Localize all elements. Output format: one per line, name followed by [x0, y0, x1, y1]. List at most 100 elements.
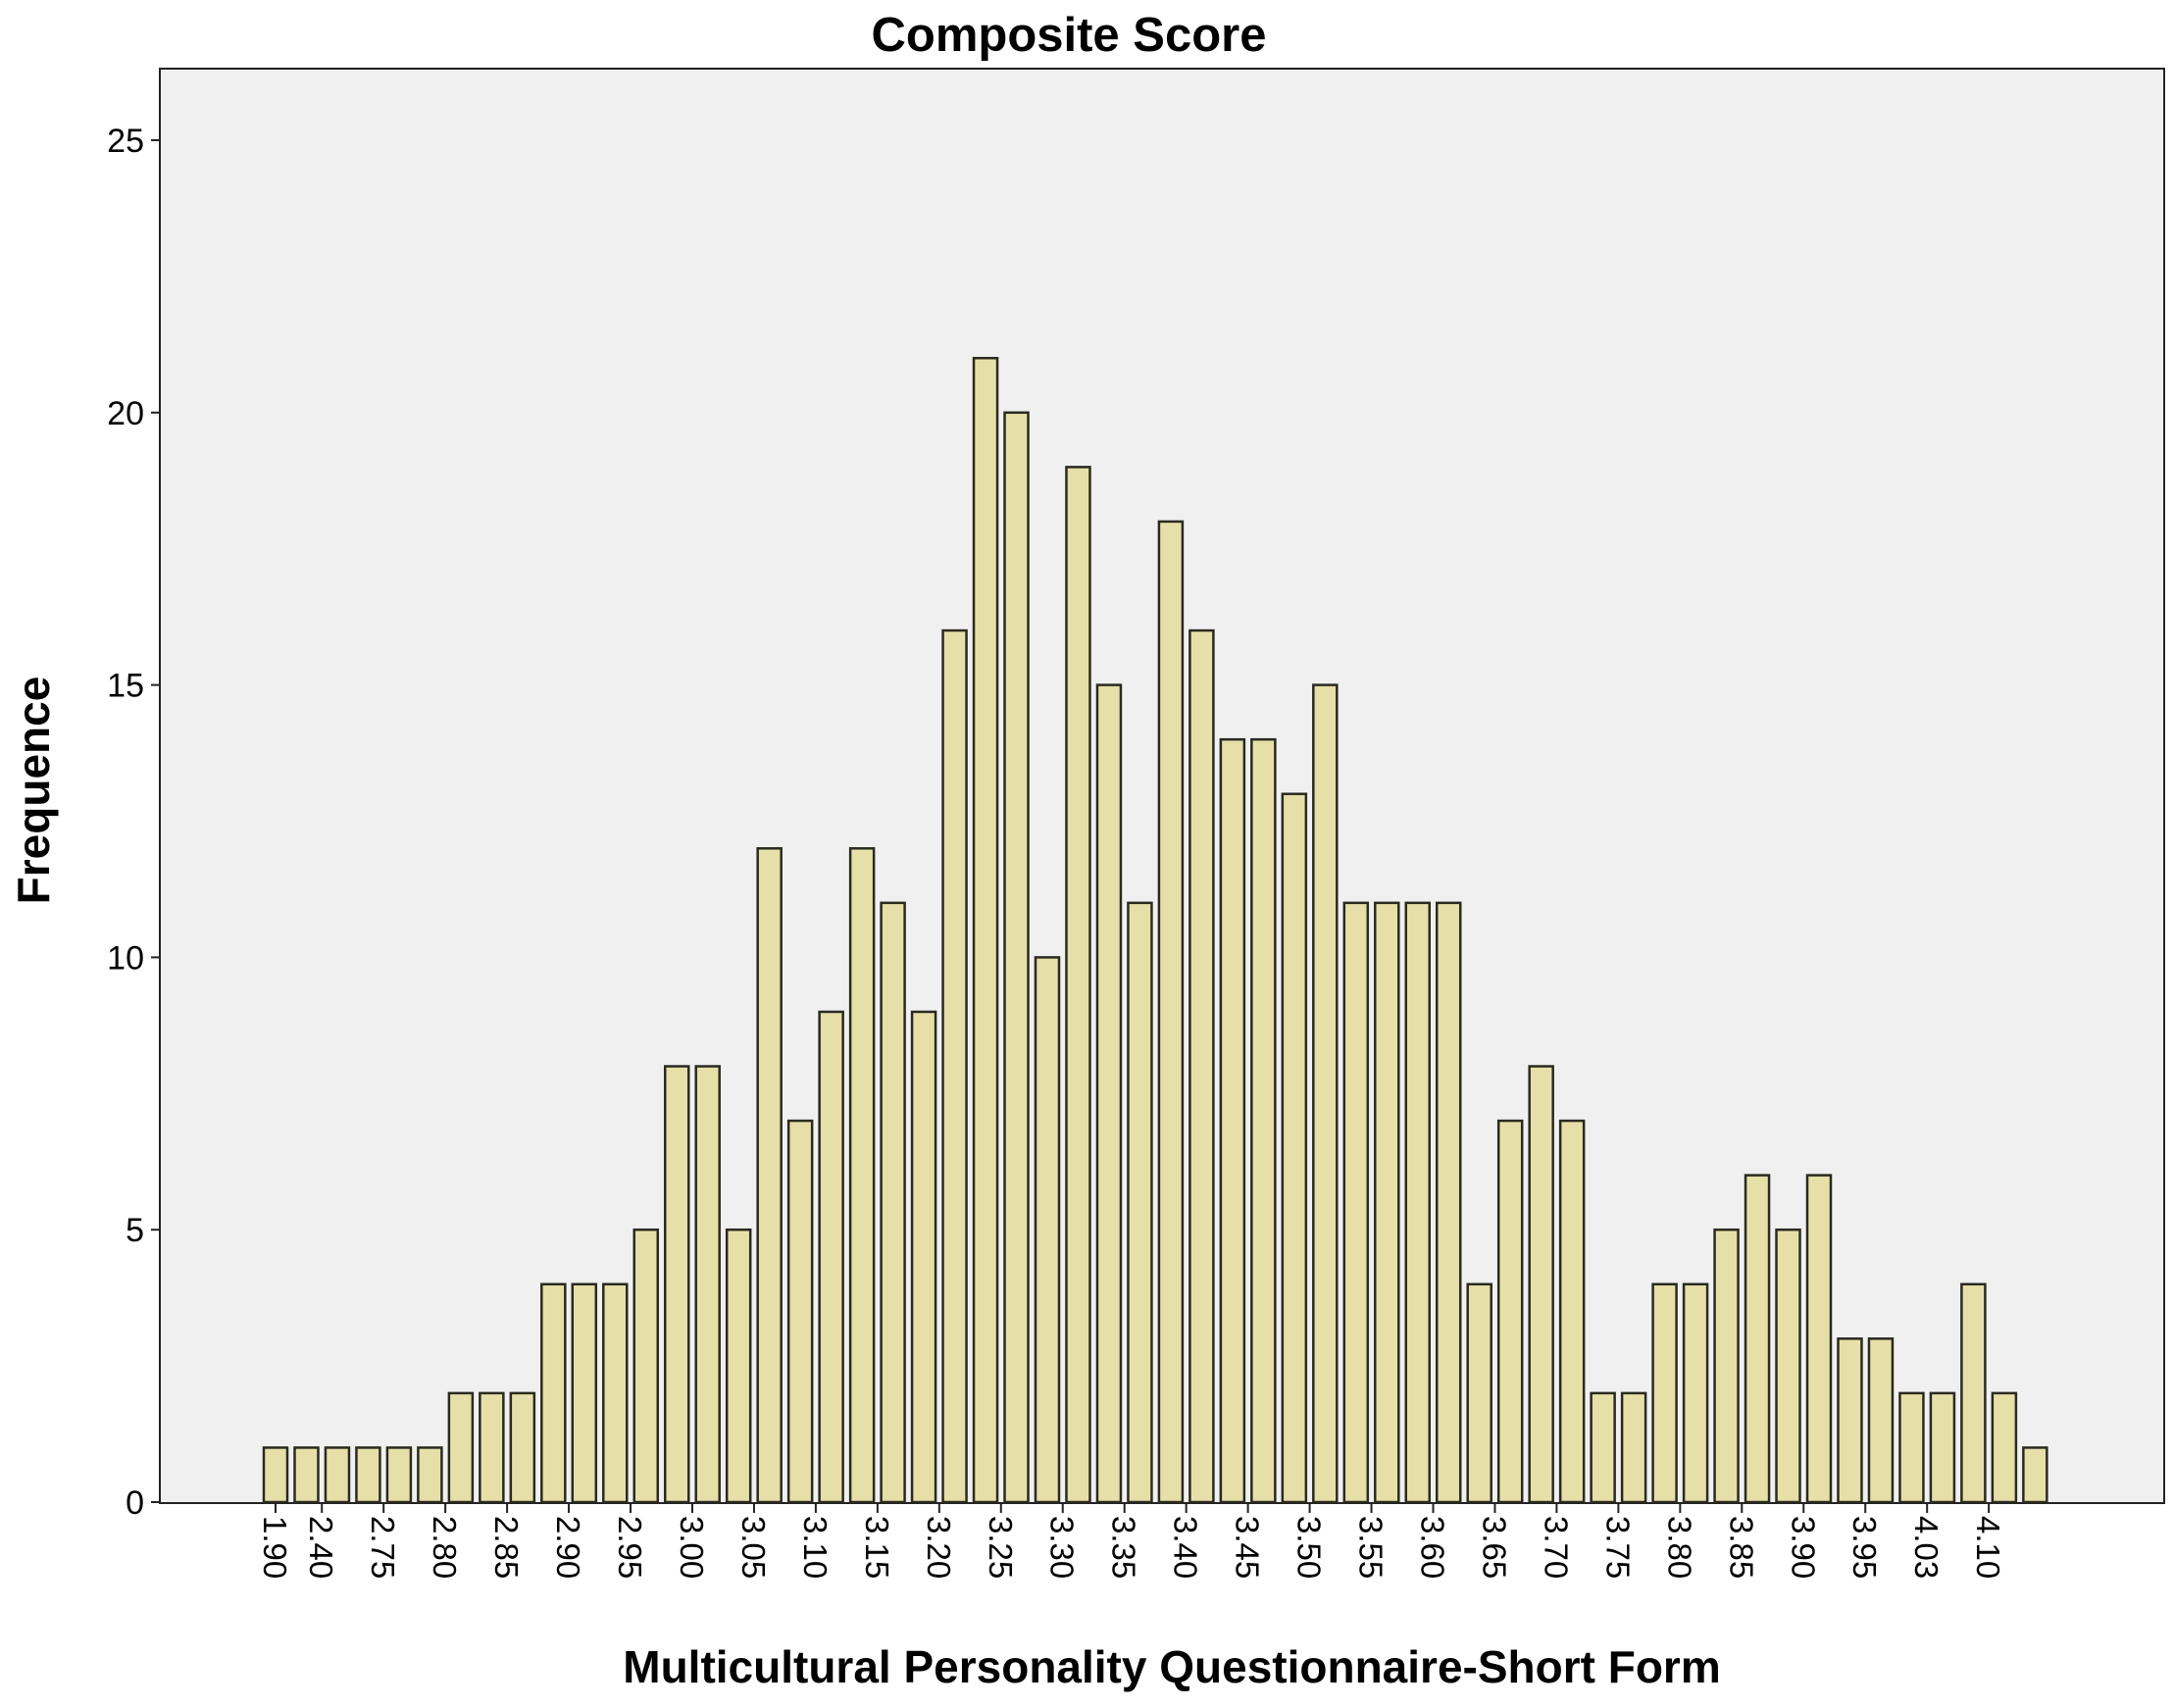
bar	[1744, 1174, 1771, 1504]
chart-title: Composite Score	[872, 9, 1267, 62]
x-tick-label: 1.90	[257, 1516, 293, 1579]
bar	[1404, 901, 1432, 1504]
x-tick-label: 3.15	[859, 1516, 895, 1579]
bar	[1312, 683, 1339, 1504]
x-axis-label: Multicultural Personality Questionnaire-…	[623, 1641, 1720, 1692]
x-tick-label: 4.10	[1970, 1516, 2006, 1579]
y-tick-label: 25	[107, 123, 144, 160]
bar	[1898, 1391, 1925, 1504]
bar	[355, 1446, 381, 1504]
bar	[293, 1446, 320, 1504]
bar	[663, 1065, 690, 1504]
bar	[479, 1391, 505, 1504]
x-tick-label: 3.30	[1044, 1516, 1081, 1579]
bar	[1558, 1119, 1586, 1504]
bar	[602, 1282, 629, 1504]
bar	[1188, 628, 1215, 1504]
x-tick-label: 3.90	[1785, 1516, 1821, 1579]
x-tick-label: 3.35	[1106, 1516, 1142, 1579]
bar	[571, 1282, 598, 1504]
bar	[2022, 1446, 2048, 1504]
x-tick-label: 3.95	[1846, 1516, 1883, 1579]
bar	[1837, 1337, 1863, 1504]
bar	[1620, 1391, 1647, 1504]
bar	[1867, 1337, 1895, 1504]
bar	[1991, 1391, 2018, 1504]
bar	[1435, 901, 1462, 1504]
y-tick-label: 5	[126, 1212, 144, 1249]
bar	[1590, 1391, 1616, 1504]
bar	[1682, 1282, 1709, 1504]
bar	[1929, 1391, 1956, 1504]
bar	[540, 1282, 567, 1504]
x-tick-label: 4.03	[1908, 1516, 1945, 1579]
bar	[756, 847, 783, 1504]
bar	[385, 1446, 413, 1504]
x-tick-label: 3.65	[1476, 1516, 1512, 1579]
x-tick-label: 3.20	[921, 1516, 957, 1579]
x-tick-label: 3.50	[1291, 1516, 1328, 1579]
bar	[417, 1446, 443, 1504]
bar	[1342, 901, 1370, 1504]
y-tick-label: 10	[107, 939, 144, 977]
x-tick-label: 3.60	[1415, 1516, 1451, 1579]
bar	[694, 1065, 721, 1504]
x-tick-label: 3.55	[1353, 1516, 1390, 1579]
x-tick-label: 2.80	[427, 1516, 463, 1579]
bar	[725, 1228, 752, 1504]
x-tick-label: 2.95	[612, 1516, 648, 1579]
x-tick-label: 3.80	[1661, 1516, 1697, 1579]
y-tick-label: 0	[126, 1484, 144, 1522]
y-tick-label: 20	[107, 395, 144, 432]
x-tick-label: 3.00	[674, 1516, 710, 1579]
bar	[1250, 737, 1277, 1504]
bar	[262, 1446, 289, 1504]
y-tick-label: 15	[107, 668, 144, 705]
x-tick-label: 3.75	[1599, 1516, 1636, 1579]
x-tick-label: 3.05	[735, 1516, 772, 1579]
bar	[848, 847, 876, 1504]
bar	[1805, 1174, 1833, 1504]
bar	[1219, 737, 1246, 1504]
bar	[818, 1010, 844, 1504]
x-tick-label: 3.70	[1538, 1516, 1574, 1579]
bar	[1466, 1282, 1492, 1504]
x-tick-label: 3.85	[1723, 1516, 1759, 1579]
bars-group	[262, 356, 2048, 1504]
bar	[1034, 956, 1061, 1504]
bar	[910, 1010, 937, 1504]
x-tick-label: 2.40	[303, 1516, 339, 1579]
bar	[1960, 1282, 1987, 1504]
bar	[1528, 1065, 1554, 1504]
bar	[1003, 411, 1030, 1504]
x-tick-label: 3.25	[983, 1516, 1019, 1579]
bar	[1065, 466, 1091, 1504]
x-tick-label: 2.75	[365, 1516, 401, 1579]
bar	[972, 356, 999, 1504]
bar	[786, 1119, 814, 1504]
x-tick-label: 2.90	[550, 1516, 586, 1579]
bar	[1281, 792, 1308, 1504]
bar	[1095, 683, 1123, 1504]
bar	[1496, 1119, 1524, 1504]
x-axis: 1.90 2.40 2.75 2.80 2.85 2.90 2.95 3.00 3.05 3.10…	[257, 1503, 2006, 1579]
bar	[1713, 1228, 1740, 1504]
x-tick-label: 2.85	[488, 1516, 525, 1579]
bar	[509, 1391, 536, 1504]
bar	[447, 1391, 475, 1504]
bar	[1775, 1228, 1801, 1504]
bar	[1651, 1282, 1678, 1504]
bar	[880, 901, 906, 1504]
x-tick-label: 3.10	[797, 1516, 834, 1579]
bar	[1157, 520, 1185, 1504]
y-axis-label: Frequence	[8, 677, 59, 905]
bar	[1127, 901, 1153, 1504]
bar	[632, 1228, 660, 1504]
bar	[941, 628, 968, 1504]
x-tick-label: 3.40	[1168, 1516, 1204, 1579]
x-tick-label: 3.45	[1230, 1516, 1266, 1579]
bar	[324, 1446, 351, 1504]
y-axis: 0 5 10 15 20 25	[107, 123, 160, 1522]
bar	[1374, 901, 1400, 1504]
